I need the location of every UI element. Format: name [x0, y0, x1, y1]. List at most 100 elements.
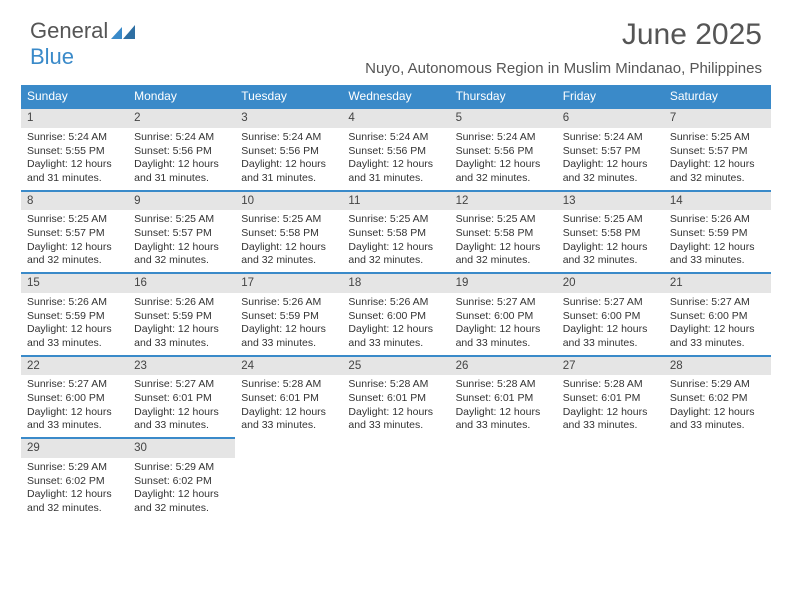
- calendar-week-row: 1Sunrise: 5:24 AMSunset: 5:55 PMDaylight…: [21, 107, 771, 190]
- calendar-day-cell: [557, 437, 664, 520]
- day-details: Sunrise: 5:25 AMSunset: 5:57 PMDaylight:…: [664, 128, 771, 190]
- day-details: Sunrise: 5:26 AMSunset: 5:59 PMDaylight:…: [21, 293, 128, 355]
- calendar-day-cell: 25Sunrise: 5:28 AMSunset: 6:01 PMDayligh…: [342, 355, 449, 438]
- weekday-header-row: Sunday Monday Tuesday Wednesday Thursday…: [21, 85, 771, 107]
- day-number: 10: [235, 190, 342, 211]
- day-number: 8: [21, 190, 128, 211]
- day-details: Sunrise: 5:25 AMSunset: 5:57 PMDaylight:…: [21, 210, 128, 272]
- day-details: Sunrise: 5:25 AMSunset: 5:58 PMDaylight:…: [557, 210, 664, 272]
- day-details: Sunrise: 5:26 AMSunset: 5:59 PMDaylight:…: [664, 210, 771, 272]
- calendar-day-cell: 14Sunrise: 5:26 AMSunset: 5:59 PMDayligh…: [664, 190, 771, 273]
- day-number: 27: [557, 355, 664, 376]
- calendar-day-cell: 10Sunrise: 5:25 AMSunset: 5:58 PMDayligh…: [235, 190, 342, 273]
- calendar-day-cell: 20Sunrise: 5:27 AMSunset: 6:00 PMDayligh…: [557, 272, 664, 355]
- calendar-day-cell: 21Sunrise: 5:27 AMSunset: 6:00 PMDayligh…: [664, 272, 771, 355]
- day-details: Sunrise: 5:25 AMSunset: 5:58 PMDaylight:…: [235, 210, 342, 272]
- calendar-day-cell: 28Sunrise: 5:29 AMSunset: 6:02 PMDayligh…: [664, 355, 771, 438]
- day-number: 7: [664, 107, 771, 128]
- calendar-day-cell: 4Sunrise: 5:24 AMSunset: 5:56 PMDaylight…: [342, 107, 449, 190]
- day-details: Sunrise: 5:28 AMSunset: 6:01 PMDaylight:…: [557, 375, 664, 437]
- calendar-day-cell: 11Sunrise: 5:25 AMSunset: 5:58 PMDayligh…: [342, 190, 449, 273]
- weekday-header: Saturday: [664, 85, 771, 107]
- logo-text-1: General: [30, 18, 108, 44]
- day-details: Sunrise: 5:25 AMSunset: 5:57 PMDaylight:…: [128, 210, 235, 272]
- day-details: Sunrise: 5:24 AMSunset: 5:55 PMDaylight:…: [21, 128, 128, 190]
- calendar-day-cell: 3Sunrise: 5:24 AMSunset: 5:56 PMDaylight…: [235, 107, 342, 190]
- calendar-day-cell: [664, 437, 771, 520]
- calendar-day-cell: 13Sunrise: 5:25 AMSunset: 5:58 PMDayligh…: [557, 190, 664, 273]
- day-details: Sunrise: 5:24 AMSunset: 5:56 PMDaylight:…: [128, 128, 235, 190]
- calendar-day-cell: [235, 437, 342, 520]
- day-details: Sunrise: 5:27 AMSunset: 6:00 PMDaylight:…: [450, 293, 557, 355]
- day-number: 28: [664, 355, 771, 376]
- weekday-header: Thursday: [450, 85, 557, 107]
- calendar-day-cell: [450, 437, 557, 520]
- day-number: 24: [235, 355, 342, 376]
- calendar-day-cell: 5Sunrise: 5:24 AMSunset: 5:56 PMDaylight…: [450, 107, 557, 190]
- calendar-day-cell: 17Sunrise: 5:26 AMSunset: 5:59 PMDayligh…: [235, 272, 342, 355]
- weekday-header: Monday: [128, 85, 235, 107]
- day-number: 21: [664, 272, 771, 293]
- calendar-week-row: 29Sunrise: 5:29 AMSunset: 6:02 PMDayligh…: [21, 437, 771, 520]
- day-details: Sunrise: 5:28 AMSunset: 6:01 PMDaylight:…: [450, 375, 557, 437]
- weekday-header: Wednesday: [342, 85, 449, 107]
- day-details: Sunrise: 5:25 AMSunset: 5:58 PMDaylight:…: [450, 210, 557, 272]
- calendar-day-cell: 18Sunrise: 5:26 AMSunset: 6:00 PMDayligh…: [342, 272, 449, 355]
- day-details: Sunrise: 5:29 AMSunset: 6:02 PMDaylight:…: [21, 458, 128, 520]
- logo: General: [30, 18, 137, 44]
- day-details: Sunrise: 5:27 AMSunset: 6:01 PMDaylight:…: [128, 375, 235, 437]
- calendar-day-cell: 15Sunrise: 5:26 AMSunset: 5:59 PMDayligh…: [21, 272, 128, 355]
- calendar-day-cell: 7Sunrise: 5:25 AMSunset: 5:57 PMDaylight…: [664, 107, 771, 190]
- weekday-header: Friday: [557, 85, 664, 107]
- day-number: 23: [128, 355, 235, 376]
- calendar-day-cell: 6Sunrise: 5:24 AMSunset: 5:57 PMDaylight…: [557, 107, 664, 190]
- day-details: Sunrise: 5:26 AMSunset: 5:59 PMDaylight:…: [235, 293, 342, 355]
- day-details: Sunrise: 5:24 AMSunset: 5:56 PMDaylight:…: [450, 128, 557, 190]
- day-number: 13: [557, 190, 664, 211]
- header: General June 2025: [0, 0, 792, 56]
- logo-icon: [111, 22, 137, 40]
- calendar-day-cell: 16Sunrise: 5:26 AMSunset: 5:59 PMDayligh…: [128, 272, 235, 355]
- day-number: 14: [664, 190, 771, 211]
- day-details: Sunrise: 5:26 AMSunset: 5:59 PMDaylight:…: [128, 293, 235, 355]
- day-number: 30: [128, 437, 235, 458]
- calendar-table: Sunday Monday Tuesday Wednesday Thursday…: [21, 85, 771, 520]
- title-block: June 2025: [622, 18, 762, 52]
- calendar-day-cell: 23Sunrise: 5:27 AMSunset: 6:01 PMDayligh…: [128, 355, 235, 438]
- calendar-day-cell: [342, 437, 449, 520]
- day-number: 11: [342, 190, 449, 211]
- calendar-day-cell: 29Sunrise: 5:29 AMSunset: 6:02 PMDayligh…: [21, 437, 128, 520]
- calendar-day-cell: 22Sunrise: 5:27 AMSunset: 6:00 PMDayligh…: [21, 355, 128, 438]
- calendar-week-row: 22Sunrise: 5:27 AMSunset: 6:00 PMDayligh…: [21, 355, 771, 438]
- day-number: 25: [342, 355, 449, 376]
- day-number: 12: [450, 190, 557, 211]
- day-number: 17: [235, 272, 342, 293]
- day-details: Sunrise: 5:25 AMSunset: 5:58 PMDaylight:…: [342, 210, 449, 272]
- calendar-week-row: 8Sunrise: 5:25 AMSunset: 5:57 PMDaylight…: [21, 190, 771, 273]
- day-number: 9: [128, 190, 235, 211]
- day-number: 18: [342, 272, 449, 293]
- calendar-day-cell: 8Sunrise: 5:25 AMSunset: 5:57 PMDaylight…: [21, 190, 128, 273]
- calendar-day-cell: 30Sunrise: 5:29 AMSunset: 6:02 PMDayligh…: [128, 437, 235, 520]
- calendar-day-cell: 24Sunrise: 5:28 AMSunset: 6:01 PMDayligh…: [235, 355, 342, 438]
- day-details: Sunrise: 5:28 AMSunset: 6:01 PMDaylight:…: [342, 375, 449, 437]
- day-details: Sunrise: 5:24 AMSunset: 5:56 PMDaylight:…: [342, 128, 449, 190]
- day-details: Sunrise: 5:28 AMSunset: 6:01 PMDaylight:…: [235, 375, 342, 437]
- calendar-day-cell: 27Sunrise: 5:28 AMSunset: 6:01 PMDayligh…: [557, 355, 664, 438]
- location-text: Nuyo, Autonomous Region in Muslim Mindan…: [0, 56, 792, 85]
- day-details: Sunrise: 5:29 AMSunset: 6:02 PMDaylight:…: [128, 458, 235, 520]
- day-number: 3: [235, 107, 342, 128]
- calendar-day-cell: 9Sunrise: 5:25 AMSunset: 5:57 PMDaylight…: [128, 190, 235, 273]
- calendar-day-cell: 26Sunrise: 5:28 AMSunset: 6:01 PMDayligh…: [450, 355, 557, 438]
- day-number: 26: [450, 355, 557, 376]
- day-number: 4: [342, 107, 449, 128]
- weekday-header: Tuesday: [235, 85, 342, 107]
- day-number: 29: [21, 437, 128, 458]
- day-number: 2: [128, 107, 235, 128]
- calendar-day-cell: 2Sunrise: 5:24 AMSunset: 5:56 PMDaylight…: [128, 107, 235, 190]
- day-number: 15: [21, 272, 128, 293]
- day-details: Sunrise: 5:24 AMSunset: 5:56 PMDaylight:…: [235, 128, 342, 190]
- day-details: Sunrise: 5:27 AMSunset: 6:00 PMDaylight:…: [664, 293, 771, 355]
- day-details: Sunrise: 5:27 AMSunset: 6:00 PMDaylight:…: [557, 293, 664, 355]
- day-number: 5: [450, 107, 557, 128]
